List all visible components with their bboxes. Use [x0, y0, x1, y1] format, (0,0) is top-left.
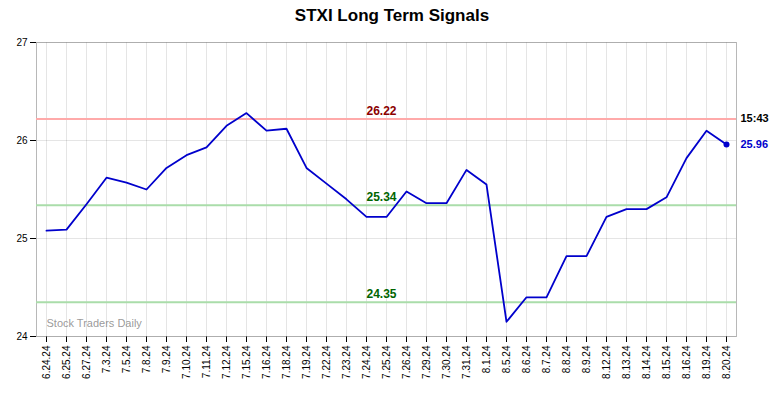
svg-text:7.31.24: 7.31.24 — [461, 345, 472, 379]
svg-text:8.6.24: 8.6.24 — [521, 345, 532, 373]
svg-text:26.22: 26.22 — [367, 104, 397, 118]
svg-text:7.26.24: 7.26.24 — [401, 345, 412, 379]
svg-text:7.11.24: 7.11.24 — [201, 345, 212, 378]
svg-text:8.9.24: 8.9.24 — [581, 345, 592, 373]
svg-text:24: 24 — [16, 331, 28, 342]
svg-text:6.24.24: 6.24.24 — [41, 345, 52, 379]
svg-text:7.15.24: 7.15.24 — [241, 345, 252, 379]
svg-text:27: 27 — [16, 37, 28, 48]
svg-text:6.27.24: 6.27.24 — [81, 345, 92, 379]
svg-text:8.16.24: 8.16.24 — [681, 345, 692, 379]
svg-text:25.34: 25.34 — [367, 190, 397, 204]
svg-text:7.8.24: 7.8.24 — [141, 345, 152, 373]
svg-text:7.23.24: 7.23.24 — [341, 345, 352, 379]
svg-text:7.18.24: 7.18.24 — [281, 345, 292, 379]
svg-text:7.24.24: 7.24.24 — [361, 345, 372, 379]
svg-text:7.9.24: 7.9.24 — [161, 345, 172, 373]
svg-text:6.25.24: 6.25.24 — [61, 345, 72, 379]
svg-text:7.16.24: 7.16.24 — [261, 345, 272, 379]
svg-text:8.14.24: 8.14.24 — [641, 345, 652, 379]
svg-text:8.1.24: 8.1.24 — [481, 345, 492, 373]
svg-text:26: 26 — [16, 135, 28, 146]
html-text:STXI Long Term Signals: STXI Long Term Signals — [294, 6, 490, 25]
svg-text:7.19.24: 7.19.24 — [301, 345, 312, 379]
svg-text:7.25.24: 7.25.24 — [381, 345, 392, 379]
svg-text:7.30.24: 7.30.24 — [441, 345, 452, 379]
svg-text:8.8.24: 8.8.24 — [561, 345, 572, 373]
svg-text:7.12.24: 7.12.24 — [221, 345, 232, 379]
svg-text:25: 25 — [16, 233, 28, 244]
svg-text:7.22.24: 7.22.24 — [321, 345, 332, 379]
svg-text:7.3.24: 7.3.24 — [101, 345, 112, 373]
svg-text:8.20.24: 8.20.24 — [721, 345, 732, 379]
svg-text:15:43: 15:43 — [741, 112, 769, 124]
svg-text:8.7.24: 8.7.24 — [541, 345, 552, 373]
svg-text:7.5.24: 7.5.24 — [121, 345, 132, 373]
svg-text:8.12.24: 8.12.24 — [601, 345, 612, 379]
svg-text:8.15.24: 8.15.24 — [661, 345, 672, 379]
svg-text:8.5.24: 8.5.24 — [501, 345, 512, 373]
svg-text:8.13.24: 8.13.24 — [621, 345, 632, 379]
svg-text:Stock Traders Daily: Stock Traders Daily — [47, 317, 143, 329]
svg-text:7.10.24: 7.10.24 — [181, 345, 192, 379]
svg-text:24.35: 24.35 — [367, 287, 397, 301]
svg-text:7.29.24: 7.29.24 — [421, 345, 432, 379]
svg-text:25.96: 25.96 — [741, 138, 769, 150]
svg-text:8.19.24: 8.19.24 — [701, 345, 712, 379]
